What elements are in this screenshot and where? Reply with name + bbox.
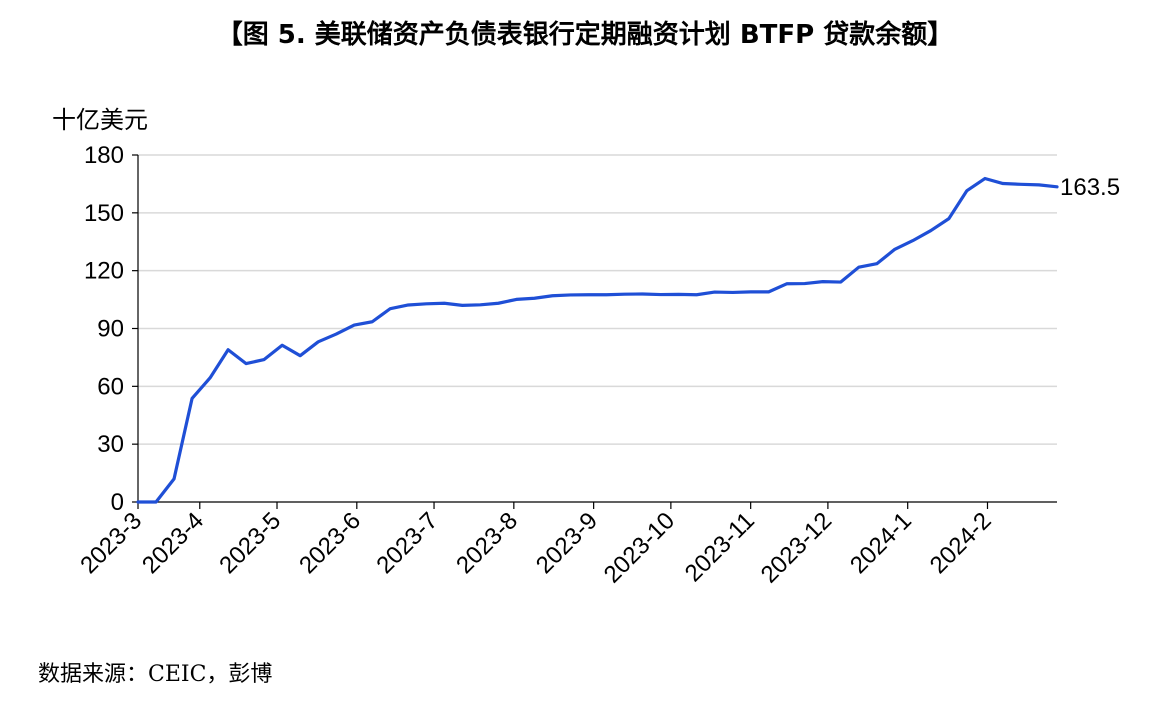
y-tick-label: 60 (97, 373, 124, 400)
y-tick-label: 90 (97, 316, 124, 343)
y-tick-label: 120 (84, 258, 124, 285)
x-tick-label: 2023-12 (756, 507, 837, 588)
y-tick-label: 150 (84, 200, 124, 227)
axes (132, 154, 1057, 509)
y-tick-label: 180 (84, 142, 124, 169)
x-tick-label: 2023-6 (294, 507, 366, 579)
plot-area: 163.5 (136, 174, 1120, 504)
y-tick-label: 0 (111, 489, 124, 516)
y-tick-labels: 0 30 60 90 120 150 180 (84, 142, 124, 516)
data-source-note: 数据来源：CEIC，彭博 (38, 662, 273, 687)
x-tick-label: 2023-4 (137, 507, 209, 579)
series-line (136, 176, 1059, 504)
x-tick-label: 2024-1 (845, 507, 917, 579)
y-tick-label: 30 (97, 431, 124, 458)
x-tick-label: 2023-7 (371, 507, 443, 579)
x-tick-label: 2023-5 (214, 507, 286, 579)
gridlines (138, 154, 1057, 445)
x-tick-label: 2023-8 (451, 507, 523, 579)
y-axis-unit-label: 十亿美元 (52, 106, 148, 134)
x-tick-label: 2023-9 (531, 507, 603, 579)
x-tick-label: 2024-2 (925, 507, 997, 579)
end-value-label: 163.5 (1060, 174, 1120, 201)
x-tick-label: 2023-3 (75, 507, 147, 579)
x-tick-label: 2023-11 (680, 507, 760, 587)
chart-title: 【图 5. 美联储资产负债表银行定期融资计划 BTFP 贷款余额】 (216, 20, 954, 50)
x-tick-label: 2023-10 (599, 507, 680, 588)
